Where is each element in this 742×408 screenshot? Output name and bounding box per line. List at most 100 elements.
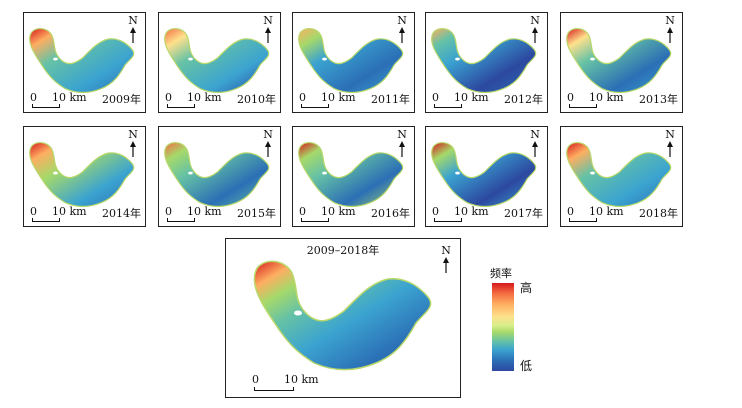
north-arrow: N	[529, 15, 541, 43]
lake-shape	[431, 141, 537, 208]
lake-map	[298, 141, 404, 208]
north-label: N	[397, 128, 407, 141]
year-label: 2009年	[102, 93, 141, 106]
scale-zero: 0	[252, 373, 259, 386]
north-label: N	[128, 128, 138, 141]
north-arrow-icon	[443, 257, 449, 273]
year-label: 2013年	[639, 93, 678, 106]
scale-distance: 10 km	[321, 205, 356, 218]
island-shape	[322, 171, 327, 175]
scale-bar: 0 10 km	[432, 205, 494, 222]
year-map-panel: N 0 10 km 2011年	[292, 12, 415, 113]
scale-distance: 10 km	[589, 91, 624, 104]
north-arrow: N	[440, 245, 452, 273]
scale-bar: 0 10 km	[165, 205, 227, 222]
north-arrow: N	[529, 129, 541, 157]
north-arrow-icon	[532, 27, 538, 43]
scale-line	[434, 218, 462, 222]
scale-line	[32, 104, 60, 108]
scale-line	[167, 218, 195, 222]
island-shape	[590, 57, 595, 61]
lake-shape	[29, 141, 135, 208]
north-arrow-icon	[399, 141, 405, 157]
scale-zero: 0	[299, 205, 306, 218]
scale-bar: 0 10 km	[567, 205, 629, 222]
north-arrow: N	[262, 129, 274, 157]
scale-zero: 0	[567, 205, 574, 218]
scale-bar: 0 10 km	[165, 91, 227, 108]
north-arrow-icon	[667, 27, 673, 43]
year-map-panel: N 0 10 km 2016年	[292, 126, 415, 227]
scale-distance: 10 km	[454, 205, 489, 218]
scale-line	[434, 104, 462, 108]
frequency-legend: 频率 高 低	[490, 265, 550, 377]
scale-distance: 10 km	[52, 205, 87, 218]
lake-map	[298, 27, 404, 94]
lake-shape	[431, 27, 537, 94]
north-arrow-icon	[130, 141, 136, 157]
year-map-panel: N 0 10 km 2017年	[425, 126, 548, 227]
year-map-panel: N 0 10 km 2013年	[560, 12, 683, 113]
scale-zero: 0	[432, 91, 439, 104]
scale-line	[301, 104, 329, 108]
island-shape	[455, 171, 460, 175]
year-label: 2017年	[504, 207, 543, 220]
summary-map-panel: 2009–2018年 N 0 10 km	[225, 238, 461, 398]
scale-line	[569, 218, 597, 222]
summary-title: 2009–2018年	[306, 244, 380, 257]
north-label: N	[397, 14, 407, 27]
north-label: N	[530, 14, 540, 27]
north-arrow: N	[127, 15, 139, 43]
scale-distance: 10 km	[321, 91, 356, 104]
legend-high-label: 高	[520, 281, 533, 295]
island-shape	[294, 310, 302, 316]
scale-bar: 0 10 km	[299, 205, 361, 222]
lake-shape	[164, 27, 270, 94]
year-label: 2012年	[504, 93, 543, 106]
north-label: N	[128, 14, 138, 27]
legend-color-ramp	[492, 283, 514, 371]
lake-map	[566, 27, 672, 94]
north-label: N	[263, 128, 273, 141]
year-map-panel: N 0 10 km 2010年	[158, 12, 281, 113]
year-label: 2014年	[102, 207, 141, 220]
island-shape	[455, 57, 460, 61]
lake-shape	[566, 27, 672, 94]
north-label: N	[441, 244, 451, 257]
north-arrow: N	[396, 129, 408, 157]
legend-title: 频率	[490, 267, 512, 280]
lake-shape	[298, 27, 404, 94]
lake-map	[566, 141, 672, 208]
year-label: 2011年	[371, 93, 410, 106]
scale-zero: 0	[30, 91, 37, 104]
year-map-panel: N 0 10 km 2012年	[425, 12, 548, 113]
north-arrow: N	[396, 15, 408, 43]
north-label: N	[263, 14, 273, 27]
year-map-panel: N 0 10 km 2009年	[23, 12, 146, 113]
scale-bar: 0 10 km	[30, 91, 92, 108]
lake-map	[29, 141, 135, 208]
lake-shape	[253, 260, 432, 371]
scale-zero: 0	[165, 205, 172, 218]
scale-zero: 0	[567, 91, 574, 104]
scale-line	[254, 387, 294, 391]
scale-distance: 10 km	[52, 91, 87, 104]
scale-bar: 0 10 km	[432, 91, 494, 108]
lake-map	[431, 141, 537, 208]
scale-bar: 0 10 km	[567, 91, 629, 108]
scale-line	[569, 104, 597, 108]
island-shape	[590, 171, 595, 175]
scale-zero: 0	[432, 205, 439, 218]
island-shape	[53, 57, 58, 61]
north-label: N	[665, 14, 675, 27]
scale-line	[32, 218, 60, 222]
summary-lake-map	[253, 260, 432, 371]
scale-zero: 0	[30, 205, 37, 218]
year-map-panel: N 0 10 km 2014年	[23, 126, 146, 227]
north-label: N	[665, 128, 675, 141]
lake-shape	[29, 27, 135, 94]
lake-shape	[298, 141, 404, 208]
north-arrow-icon	[265, 27, 271, 43]
scale-distance: 10 km	[187, 205, 222, 218]
island-shape	[322, 57, 327, 61]
